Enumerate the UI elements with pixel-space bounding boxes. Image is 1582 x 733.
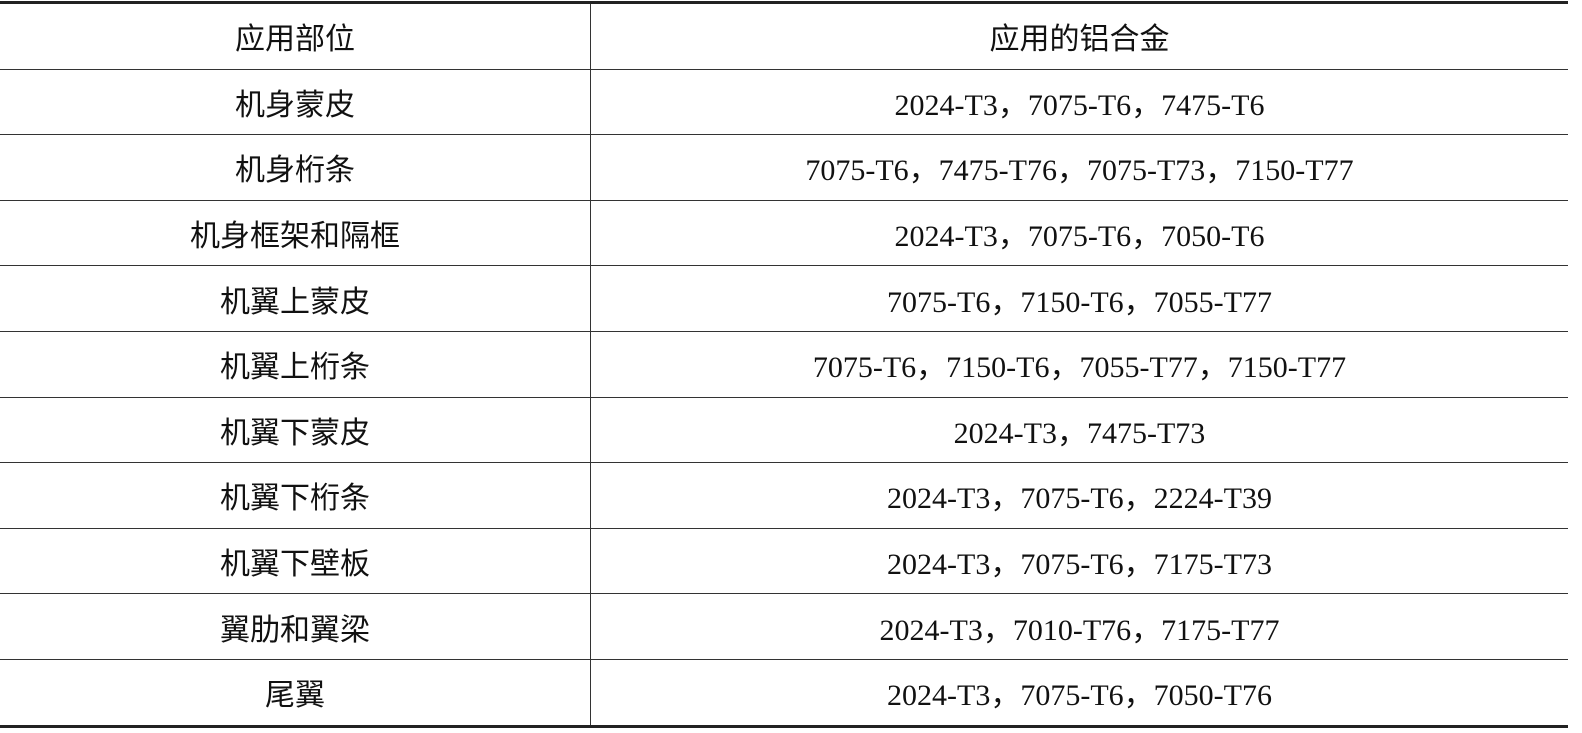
cell-application-part: 机身桁条 — [0, 134, 591, 201]
cell-aluminum-alloys: 7075-T6，7150-T6，7055-T77 — [590, 265, 1568, 332]
cell-application-part: 机翼上蒙皮 — [0, 265, 591, 332]
cell-application-part: 尾翼 — [0, 659, 591, 727]
table-row: 翼肋和翼梁 2024-T3，7010-T76，7175-T77 — [0, 593, 1568, 660]
cell-aluminum-alloys: 2024-T3，7475-T73 — [590, 397, 1568, 464]
header-application-part: 应用部位 — [0, 2, 591, 70]
header-aluminum-alloys: 应用的铝合金 — [590, 2, 1568, 70]
table-row: 机翼下壁板 2024-T3，7075-T6，7175-T73 — [0, 528, 1568, 595]
cell-aluminum-alloys: 2024-T3，7075-T6，7475-T6 — [590, 69, 1568, 136]
cell-application-part: 机身框架和隔框 — [0, 200, 591, 267]
cell-aluminum-alloys: 2024-T3，7075-T6，7050-T76 — [887, 679, 1272, 713]
cell-application-part: 机翼下壁板 — [0, 528, 591, 595]
cell-application-part: 机身蒙皮 — [0, 69, 591, 136]
cell-aluminum-alloys: 2024-T3，7075-T6，7175-T73 — [590, 528, 1568, 595]
table-row: 机身桁条 7075-T6，7475-T76，7075-T73，7150-T77 — [0, 134, 1568, 201]
table-row: 机身框架和隔框 2024-T3，7075-T6，7050-T6 — [0, 200, 1568, 267]
cell-aluminum-alloys: 7075-T6，7150-T6，7055-T77，7150-T77 — [590, 331, 1568, 398]
table-row: 机身蒙皮 2024-T3，7075-T6，7475-T6 — [0, 69, 1568, 136]
table-row: 机翼下桁条 2024-T3，7075-T6，2224-T39 — [0, 462, 1568, 529]
cell-application-part: 翼肋和翼梁 — [0, 593, 591, 660]
table-row: 尾翼 2024-T3，7075-T6，7050-T76 — [0, 659, 1568, 727]
cell-application-part: 机翼下桁条 — [0, 462, 591, 529]
header-row: 应用部位 应用的铝合金 — [0, 2, 1568, 70]
table-row: 机翼下蒙皮 2024-T3，7475-T73 — [0, 397, 1568, 464]
cell-application-part: 机翼上桁条 — [0, 331, 591, 398]
cell-aluminum-alloys: 2024-T3，7075-T6，7050-T6 — [590, 200, 1568, 267]
cell-aluminum-alloys: 7075-T6，7475-T76，7075-T73，7150-T77 — [590, 134, 1568, 201]
table-row: 机翼上蒙皮 7075-T6，7150-T6，7055-T77 — [0, 265, 1568, 332]
table-row: 机翼上桁条 7075-T6，7150-T6，7055-T77，7150-T77 — [0, 331, 1568, 398]
cell-aluminum-alloys: 2024-T3，7010-T76，7175-T77 — [590, 593, 1568, 660]
cell-application-part: 机翼下蒙皮 — [0, 397, 591, 464]
cell-aluminum-alloys: 2024-T3，7075-T6，2224-T39 — [590, 462, 1568, 529]
